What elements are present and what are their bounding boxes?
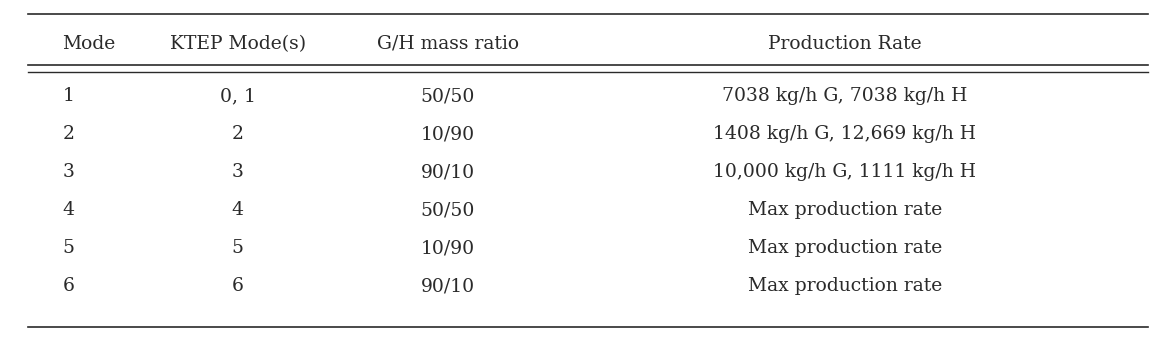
Text: 4: 4 <box>62 201 74 219</box>
Text: 2: 2 <box>232 125 243 143</box>
Text: 1408 kg/h G, 12,669 kg/h H: 1408 kg/h G, 12,669 kg/h H <box>714 125 976 143</box>
Text: Max production rate: Max production rate <box>748 239 942 257</box>
Text: G/H mass ratio: G/H mass ratio <box>376 35 519 53</box>
Text: 0, 1: 0, 1 <box>220 88 255 105</box>
Text: Production Rate: Production Rate <box>768 35 922 53</box>
Text: 10/90: 10/90 <box>421 125 475 143</box>
Text: 1: 1 <box>62 88 74 105</box>
Text: 90/10: 90/10 <box>421 163 475 181</box>
Text: 50/50: 50/50 <box>421 88 475 105</box>
Text: 4: 4 <box>232 201 243 219</box>
Text: 10/90: 10/90 <box>421 239 475 257</box>
Text: 10,000 kg/h G, 1111 kg/h H: 10,000 kg/h G, 1111 kg/h H <box>714 163 976 181</box>
Text: 50/50: 50/50 <box>421 201 475 219</box>
Text: Max production rate: Max production rate <box>748 201 942 219</box>
Text: 6: 6 <box>62 277 74 295</box>
Text: 5: 5 <box>232 239 243 257</box>
Text: KTEP Mode(s): KTEP Mode(s) <box>169 35 306 53</box>
Text: 90/10: 90/10 <box>421 277 475 295</box>
Text: 6: 6 <box>232 277 243 295</box>
Text: Mode: Mode <box>62 35 115 53</box>
Text: 3: 3 <box>62 163 74 181</box>
Text: 7038 kg/h G, 7038 kg/h H: 7038 kg/h G, 7038 kg/h H <box>722 88 968 105</box>
Text: 2: 2 <box>62 125 74 143</box>
Text: Max production rate: Max production rate <box>748 277 942 295</box>
Text: 3: 3 <box>232 163 243 181</box>
Text: 5: 5 <box>62 239 74 257</box>
